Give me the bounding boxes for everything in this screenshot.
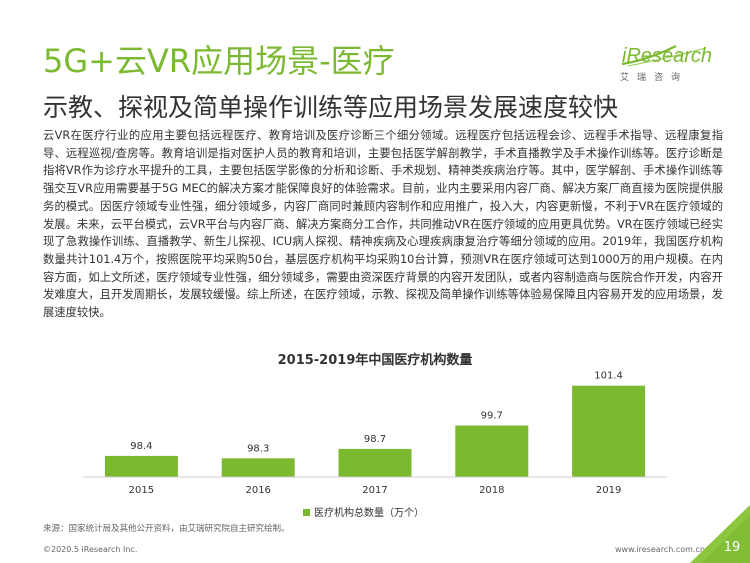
data-label-2016: 98.3 (247, 443, 269, 454)
data-label-2018: 99.7 (481, 411, 503, 422)
legend: 医疗机构总数量（万个） (303, 506, 424, 519)
source-note: 来源：国家统计局及其他公开资料，由艾瑞研究院自主研究绘制。 (43, 524, 290, 534)
bar-2017 (338, 448, 412, 477)
iresearch-logo-mark: iResearch (621, 45, 712, 67)
legend-label: 医疗机构总数量（万个） (314, 506, 424, 519)
bar-2016 (221, 458, 295, 477)
tick-label-2015: 2015 (129, 485, 154, 496)
body-paragraph: 云VR在医疗行业的应用主要包括远程医疗、教育培训及医疗诊断三个细分领域。远程医疗… (43, 129, 723, 320)
footer-copyright: ©2020.5 iResearch Inc. (43, 545, 138, 554)
footer-website: www.iresearch.com.cn (615, 545, 705, 554)
data-label-2015: 98.4 (130, 441, 152, 452)
labels-layer: 98.4 98.3 98.7 99.7 101.4 (130, 371, 623, 455)
logo-tagline: 艾瑞咨询 (620, 73, 689, 83)
bar-2015 (104, 455, 178, 477)
legend-swatch (303, 509, 310, 516)
page-number: 19 (723, 540, 741, 555)
svg-text:iResearch: iResearch (622, 45, 712, 67)
tick-label-2018: 2018 (479, 485, 504, 496)
page-title: 5G+云VR应用场景-医疗 (43, 42, 395, 80)
bar-2018 (455, 425, 529, 477)
ticks-layer: 2015 2016 2017 2018 2019 (129, 485, 622, 496)
bars-layer (104, 385, 646, 477)
tick-label-2019: 2019 (596, 485, 621, 496)
tick-label-2017: 2017 (362, 485, 387, 496)
chart-title: 2015-2019年中国医疗机构数量 (277, 353, 473, 368)
corner-decoration (690, 505, 750, 563)
data-label-2017: 98.7 (364, 434, 386, 445)
bar-2019 (572, 385, 646, 477)
data-label-2019: 101.4 (594, 371, 623, 382)
tick-label-2016: 2016 (245, 485, 270, 496)
iresearch-logo: iResearch 艾瑞咨询 (618, 40, 718, 86)
page-subtitle: 示教、探视及简单操作训练等应用场景发展速度较快 (43, 93, 619, 122)
